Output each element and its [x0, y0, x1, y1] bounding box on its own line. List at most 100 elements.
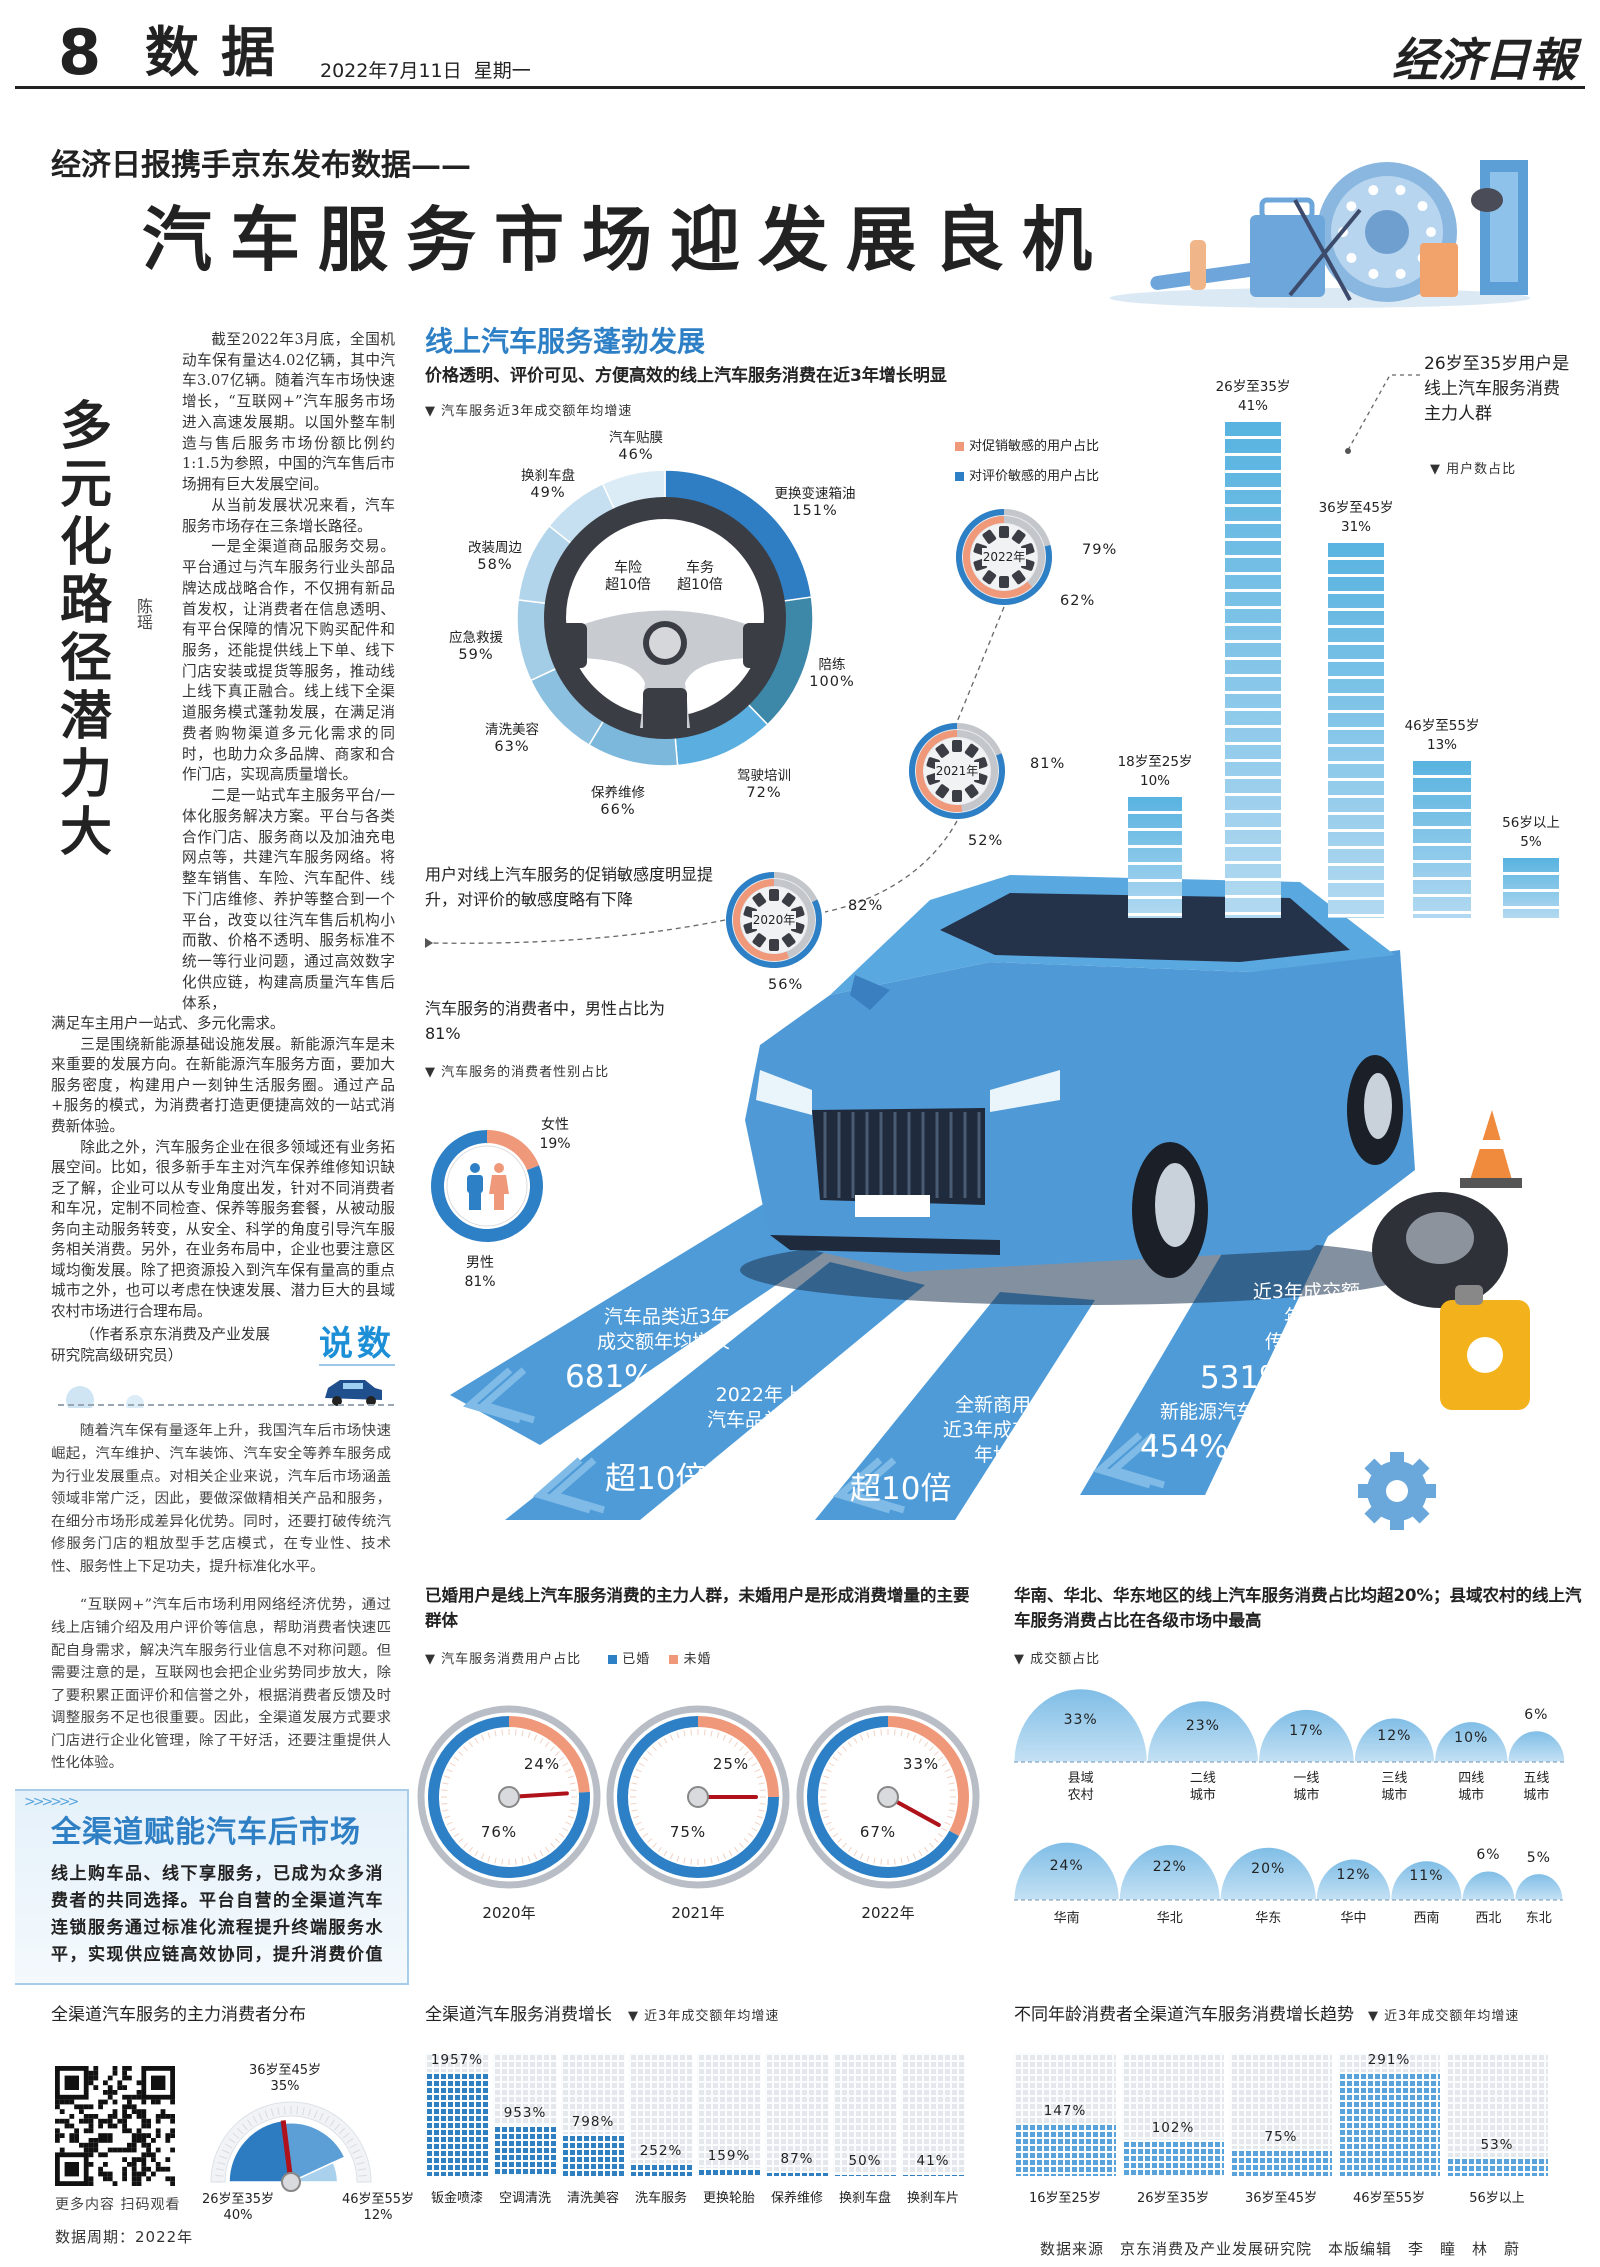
article-paragraph: 二是一站式车主服务平台/一体化服务解决方案。平台与各类合作门店、服务商以及加油充…: [182, 787, 395, 1012]
qr-module: [103, 2152, 108, 2158]
qr-module: [88, 2123, 94, 2129]
gauge-tick: [663, 1737, 668, 1744]
legend-swatch: [955, 472, 964, 481]
article-author: 陈瑶: [134, 598, 153, 630]
tread-block: [952, 740, 962, 752]
unmarried-value: 25%: [712, 1755, 750, 1773]
gauge-tick: [357, 2168, 366, 2171]
cross-wrench-icon: [1288, 208, 1362, 297]
qr-code[interactable]: [55, 2066, 175, 2186]
donut-label: 更换变速箱油 151%: [775, 486, 856, 520]
qr-module: [122, 2104, 127, 2110]
small-car-icon: [325, 1380, 382, 1407]
qr-module: [69, 2138, 75, 2143]
label-name: 保养维修: [591, 785, 645, 801]
gauge-tick: [703, 1729, 706, 1736]
gauge-tick: [669, 1734, 674, 1741]
evaluation-value: 82%: [848, 898, 884, 914]
gauge-tick: [747, 1756, 754, 1761]
gauge-tick: [539, 1850, 544, 1857]
side-paragraph: “互联网+”汽车后市场利用网络经济优势，通过线上店铺介绍及用户评价等信息，帮助消…: [51, 1597, 391, 1772]
age-bar: [1128, 797, 1182, 918]
qr-module: [103, 2099, 108, 2105]
gauge-tick: [567, 1815, 574, 1819]
qr-module: [136, 2157, 142, 2162]
qr-module: [98, 2166, 103, 2172]
highlight-value: 531%: [1200, 1360, 1289, 1396]
marital-gauge: [606, 1705, 790, 1889]
qr-module: [88, 2070, 94, 2076]
chart-title: 全渠道汽车服务的主力消费者分布: [51, 2005, 306, 2025]
gauge-tick: [635, 1821, 642, 1826]
gauge-tick: [657, 1741, 662, 1748]
gauge-tick: [441, 1802, 448, 1805]
dot-bar: [901, 2173, 965, 2176]
article-paragraph: 从当前发展状况来看，汽车服务市场存在三条增长路径。: [182, 496, 395, 535]
qr-module: [103, 2171, 108, 2177]
gauge-tick: [463, 1746, 468, 1752]
spoke-grip: [743, 623, 773, 668]
gauge-tick: [944, 1768, 951, 1773]
year-plate: [752, 911, 796, 929]
gauge-tick: [514, 1729, 517, 1736]
gauge-tick: [842, 1746, 847, 1752]
sensitivity-ring: [725, 872, 822, 969]
qr-module: [131, 2094, 137, 2100]
qr-module: [112, 2181, 118, 2186]
label-value: 58%: [477, 557, 513, 573]
newspaper-logo: 经济日報: [1392, 33, 1576, 87]
bar-value: 41%: [916, 2153, 950, 2169]
gauge-tick: [743, 1751, 749, 1756]
chevron: [546, 1457, 606, 1514]
gauge-tick: [853, 1850, 858, 1857]
dome-value: 10%: [1454, 1729, 1489, 1746]
headlight: [756, 1070, 812, 1115]
section-title: 线上汽车服务蓬勃发展: [425, 325, 706, 358]
horn-button: [649, 627, 681, 659]
gauge-tick: [722, 1734, 727, 1741]
legend-item: 已婚: [608, 1652, 650, 1667]
qr-module: [122, 2114, 127, 2119]
qr-module: [131, 2162, 137, 2167]
props-illustration: [1358, 1110, 1530, 1530]
steering-wheel-spokes: [573, 610, 757, 728]
qr-module: [131, 2104, 137, 2110]
dome-mark: [1013, 1841, 1120, 1901]
qr-module: [170, 2128, 175, 2134]
gauge-tick: [521, 1730, 524, 1737]
bumper: [770, 1235, 1000, 1255]
section-subtitle: 价格透明、评价可见、方便高效的线上汽车服务消费在近3年增长明显: [425, 366, 947, 386]
page-title: 汽车服务市场迎发展良机: [142, 199, 1110, 281]
gauge-tick: [828, 1762, 835, 1767]
gauge-tick: [828, 1827, 835, 1832]
dot-bar: [1122, 2139, 1224, 2176]
gauge-tick: [236, 2127, 244, 2135]
gauge-tick: [252, 2115, 258, 2124]
gauge-tick: [728, 1737, 733, 1744]
qr-module: [136, 2181, 142, 2186]
qr-module: [122, 2075, 127, 2081]
gauge-tick: [630, 1802, 637, 1805]
stripe: [505, 1262, 925, 1520]
callout-line: [1347, 374, 1420, 451]
year-plate: [982, 548, 1026, 566]
label-value: 46%: [618, 447, 654, 463]
qr-module: [146, 2147, 151, 2153]
bar-label: 36岁至45岁 31%: [1318, 499, 1394, 535]
qr-module: [103, 2162, 108, 2167]
gauge-tick: [354, 2155, 363, 2160]
qr-module: [55, 2128, 60, 2134]
page-number: 8: [58, 16, 102, 89]
donut-label: 陪练 100%: [809, 657, 854, 691]
gauge-tick: [906, 1855, 910, 1862]
bar-label: 56岁以上 5%: [1502, 814, 1560, 850]
qr-module: [160, 2166, 166, 2172]
dome-label: 华中: [1340, 1911, 1367, 1926]
bar-value: 147%: [1043, 2103, 1087, 2120]
dot-bar: [493, 2125, 557, 2176]
connector-dashed-line: [429, 606, 1005, 944]
promotion-arc: [963, 516, 1033, 598]
label-name: 清洗美容: [485, 722, 539, 738]
qr-module: [122, 2176, 127, 2182]
gauge-tick: [342, 2132, 350, 2139]
